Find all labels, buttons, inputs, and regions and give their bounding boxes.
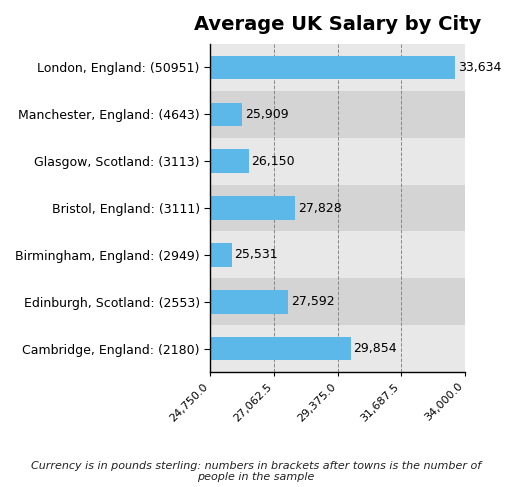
Bar	[210, 91, 465, 138]
Text: 29,854: 29,854	[353, 342, 397, 355]
Text: 27,592: 27,592	[291, 295, 335, 308]
Text: 25,909: 25,909	[245, 108, 288, 121]
Bar	[210, 185, 465, 231]
Bar	[210, 196, 295, 220]
Bar	[210, 290, 288, 314]
Text: 27,828: 27,828	[297, 202, 342, 215]
Bar	[210, 138, 465, 185]
Bar	[210, 279, 465, 325]
Text: 33,634: 33,634	[458, 61, 501, 74]
Bar	[210, 150, 249, 173]
Title: Average UK Salary by City: Average UK Salary by City	[194, 15, 481, 34]
Text: 25,531: 25,531	[234, 248, 278, 262]
Text: 26,150: 26,150	[251, 155, 295, 168]
Bar	[210, 243, 231, 267]
Bar	[210, 231, 465, 279]
Text: Currency is in pounds sterling: numbers in brackets after towns is the number of: Currency is in pounds sterling: numbers …	[31, 461, 481, 482]
Bar	[210, 44, 465, 91]
Bar	[210, 56, 455, 79]
Bar	[210, 103, 242, 126]
Bar	[210, 325, 465, 372]
Bar	[210, 337, 351, 360]
